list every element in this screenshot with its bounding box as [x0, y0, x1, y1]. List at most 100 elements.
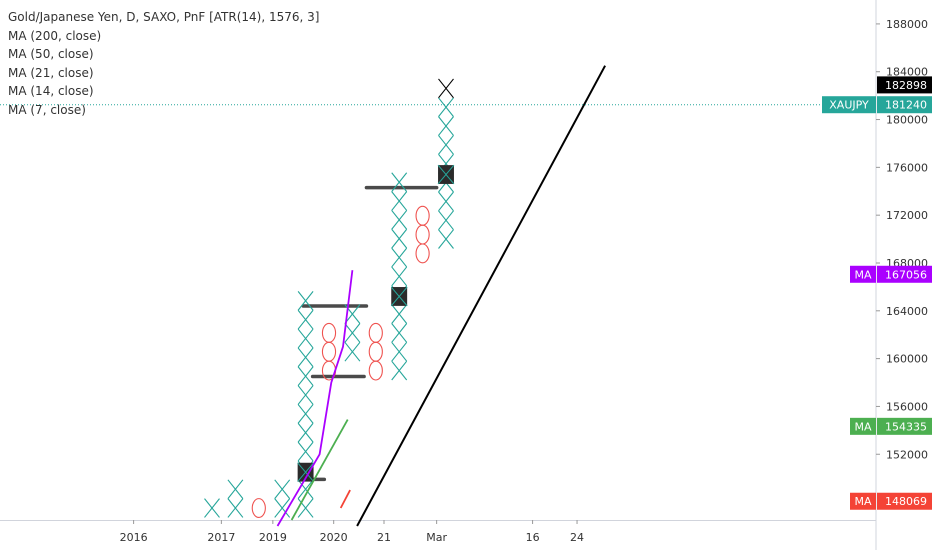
price-tag-2 [877, 265, 932, 283]
price-tag-0 [877, 76, 932, 94]
pnf-x-box [438, 210, 454, 231]
ma-line-2 [290, 419, 349, 521]
price-tag-prefix: MA [854, 420, 871, 433]
pnf-x-box [297, 479, 314, 499]
highlight-box-x [390, 286, 408, 307]
highlight-box-x [297, 462, 314, 482]
legend-title[interactable]: Gold/Japanese Yen, D, SAXO, PnF [ATR(14)… [8, 10, 320, 24]
pnf-x-box [344, 341, 361, 362]
pnf-x-box [391, 323, 408, 343]
pnf-o-box [321, 322, 337, 343]
pnf-x-box [274, 479, 291, 499]
pnf-x-box [391, 304, 408, 324]
y-tick-label: 176000 [886, 161, 928, 174]
price-tag-prefix-box [850, 417, 876, 435]
pnf-x-box [438, 135, 454, 155]
price-tag-value: 154335 [885, 420, 927, 433]
y-tick-label: 152000 [886, 448, 928, 461]
x-tick-label: 24 [570, 531, 584, 544]
pnf-x-box [227, 479, 244, 499]
pnf-x-box [438, 116, 454, 136]
price-tag-prefix: XAUJPY [829, 99, 869, 112]
price-tags: 182898 181240 XAUJPY 167056 MA 154335 MA 148069… [822, 76, 932, 510]
pnf-o-box [415, 243, 430, 264]
price-tag-prefix-box [822, 96, 876, 114]
pnf-o-box [368, 360, 383, 381]
y-tick-label: 156000 [886, 400, 928, 413]
pnf-x-box [297, 347, 314, 368]
pnf-x-box [438, 97, 454, 117]
x-tick-label: Mar [426, 531, 447, 544]
moving-average-lines [276, 65, 606, 527]
legend-ma-50[interactable]: MA (50, close) [8, 47, 94, 61]
legend-ma-7[interactable]: MA (7, close) [8, 102, 86, 117]
price-tag-value: 167056 [885, 268, 927, 281]
pnf-x-box [297, 441, 314, 462]
pnf-o-box [368, 322, 383, 343]
pnf-x-box [297, 366, 314, 386]
pnf-x-box [391, 341, 408, 362]
price-tag-value: 182898 [885, 79, 927, 92]
y-tick-label: 184000 [886, 66, 928, 79]
legend-ma-14[interactable]: MA (14, close) [8, 84, 94, 98]
pnf-o-box [415, 205, 430, 226]
pnf-x-box [297, 291, 314, 311]
pnf-x-box [297, 404, 314, 424]
highlight-box-x [437, 164, 455, 185]
pnf-boxes [204, 78, 455, 519]
price-tag-value: 181240 [885, 99, 927, 112]
pnf-o-box [368, 341, 383, 362]
pnf-x-box [391, 266, 408, 287]
x-tick-label: 16 [526, 531, 540, 544]
price-tag-3 [877, 417, 932, 435]
legend-ma-21[interactable]: MA (21, close) [8, 65, 94, 80]
pnf-x-box [391, 228, 408, 249]
pnf-o-box [321, 341, 337, 362]
pnf-x-box [297, 309, 314, 330]
pnf-x-box [297, 422, 314, 443]
y-tick-label: 172000 [886, 209, 928, 222]
ma-line-1 [276, 270, 354, 527]
y-tick-label: 160000 [886, 353, 928, 366]
y-tick-label: 180000 [886, 114, 928, 127]
pnf-x-box [391, 172, 408, 192]
price-tag-prefix: MA [854, 268, 871, 281]
x-tick-label: 2016 [120, 531, 148, 544]
price-axis[interactable]: 1520001560001600001640001680001720001760… [876, 18, 928, 461]
ma-line-3 [339, 489, 351, 509]
pnf-x-box [391, 360, 408, 381]
pnf-x-box [297, 328, 314, 349]
pnf-x-box [227, 498, 244, 518]
pnf-x-box [438, 229, 454, 249]
x-tick-label: 2019 [259, 531, 287, 544]
x-tick-label: 2017 [207, 531, 235, 544]
ma-line-0 [356, 65, 606, 527]
price-tag-prefix-box [850, 265, 876, 283]
pnf-x-box [297, 385, 314, 405]
pnf-x-box [391, 247, 408, 268]
pnf-x-box [344, 323, 361, 343]
y-tick-label: 164000 [886, 305, 928, 318]
pnf-x-box [204, 498, 220, 518]
price-tag-1 [877, 96, 932, 114]
price-tag-value: 148069 [885, 495, 927, 508]
x-tick-label: 2020 [320, 531, 348, 544]
pnf-x-box [344, 304, 361, 324]
pnf-x-box [438, 78, 454, 99]
price-tag-prefix-box [850, 492, 876, 510]
pnf-x-box [297, 498, 314, 518]
y-tick-label: 188000 [886, 18, 928, 31]
chart-legend: Gold/Japanese Yen, D, SAXO, PnF [ATR(14)… [8, 8, 319, 119]
x-tick-label: 21 [377, 531, 391, 544]
pnf-x-box [438, 191, 454, 212]
price-tag-prefix: MA [854, 495, 871, 508]
pnf-x-box [391, 191, 408, 211]
pnf-x-box [274, 498, 291, 518]
price-tag-4 [877, 492, 932, 510]
pnf-o-box [251, 498, 266, 519]
pnf-o-box [415, 224, 430, 245]
legend-ma-200[interactable]: MA (200, close) [8, 28, 102, 43]
time-axis[interactable]: 2016 2017 2019 2020 21 Mar 16 24 [120, 520, 584, 544]
pnf-x-box [391, 210, 408, 230]
